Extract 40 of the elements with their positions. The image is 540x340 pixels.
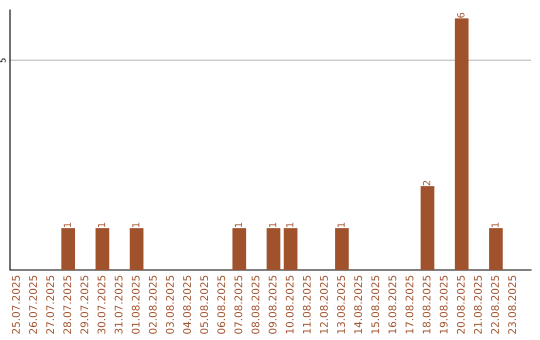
data-label: 6 (457, 12, 465, 18)
data-label: 1 (98, 222, 106, 227)
x-tick-label: 18.08.2025 (422, 276, 431, 334)
x-tick-label: 28.07.2025 (63, 276, 72, 334)
x-tick-label: 04.08.2025 (183, 276, 191, 334)
x-tick-label: 22.08.2025 (491, 276, 499, 334)
x-tick-label: 03.08.2025 (166, 276, 174, 334)
x-tick-label: 29.07.2025 (80, 276, 88, 334)
x-tick-label: 26.07.2025 (29, 276, 37, 334)
x-tick-label: 21.08.2025 (474, 276, 482, 334)
x-tick-label: 02.08.2025 (148, 276, 157, 334)
data-label: 1 (64, 222, 71, 227)
x-tick-label: 06.08.2025 (217, 276, 226, 334)
data-label: 1 (286, 222, 294, 227)
x-tick-label: 09.08.2025 (268, 276, 277, 334)
x-tick-label: 23.08.2025 (508, 276, 516, 334)
data-label: 1 (132, 222, 140, 227)
data-label: 2 (422, 180, 430, 186)
x-tick-label: 13.08.2025 (337, 276, 345, 334)
x-tick-label: 17.08.2025 (406, 276, 414, 334)
x-tick-label: 12.08.2025 (320, 276, 328, 334)
x-tick-label: 20.08.2025 (456, 276, 465, 334)
x-tick-label: 07.08.2025 (234, 276, 242, 334)
x-tick-label: 10.08.2025 (286, 276, 294, 334)
x-tick-label: 16.08.2025 (388, 276, 396, 334)
x-tick-label: 31.07.2025 (114, 276, 123, 334)
x-tick-label: 05.08.2025 (200, 276, 208, 334)
x-tick-label: 25.07.2025 (12, 276, 20, 334)
x-tick-label: 30.07.2025 (98, 276, 106, 334)
x-tick-label: 14.08.2025 (354, 276, 362, 334)
x-tick-label: 19.08.2025 (440, 276, 448, 334)
data-label: 1 (269, 222, 276, 227)
x-tick-label: 15.08.2025 (371, 276, 380, 334)
data-label: 1 (234, 222, 242, 227)
data-label: 1 (338, 222, 345, 227)
x-tick-label: 27.07.2025 (46, 276, 54, 334)
data-label: 1 (492, 222, 499, 227)
x-tick-label: 11.08.2025 (302, 276, 311, 334)
x-tick-label: 08.08.2025 (252, 276, 260, 334)
x-tick-label: 01.08.2025 (132, 276, 140, 334)
